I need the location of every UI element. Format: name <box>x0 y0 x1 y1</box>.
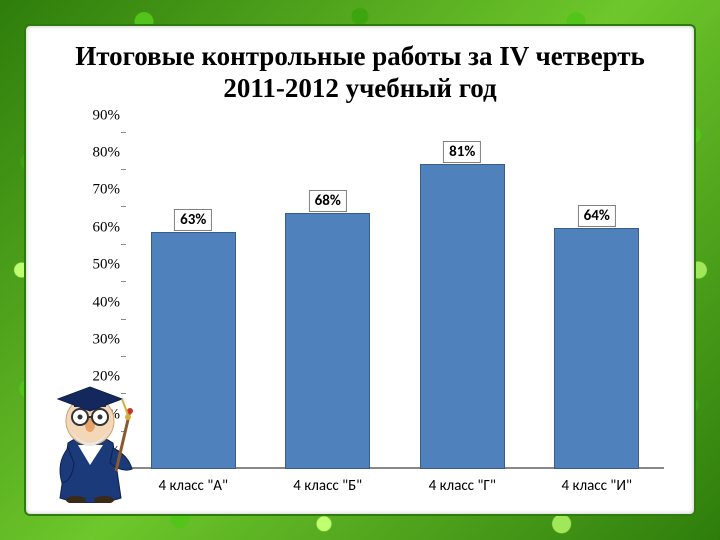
y-tick-mark <box>121 132 126 133</box>
y-tick-label: 20% <box>76 369 120 386</box>
category-label: 4 класс "И" <box>538 469 656 509</box>
category-labels: 4 класс "А" 4 класс "Б" 4 класс "Г" 4 класс… <box>126 469 664 509</box>
category-label: 4 класс "Б" <box>269 469 387 509</box>
y-tick-label: 60% <box>76 219 120 236</box>
y-tick-label: 30% <box>76 331 120 348</box>
bar: 63% <box>151 232 236 469</box>
y-tick-label: 80% <box>76 145 120 162</box>
y-tick-mark <box>121 431 126 432</box>
y-tick-mark <box>121 169 126 170</box>
bar-slot: 64% <box>538 114 656 469</box>
y-tick-mark <box>121 244 126 245</box>
y-tick-mark <box>121 206 126 207</box>
y-tick-mark <box>121 356 126 357</box>
bar-slot: 81% <box>403 114 521 469</box>
bar-value-label: 64% <box>578 205 616 227</box>
y-tick-label: 50% <box>76 257 120 274</box>
y-tick-label: 70% <box>76 182 120 199</box>
bar-slot: 68% <box>269 114 387 469</box>
bar: 68% <box>285 213 370 469</box>
bar-value-label: 68% <box>309 190 347 212</box>
y-tick-label: 90% <box>76 107 120 124</box>
category-label: 4 класс "А" <box>134 469 252 509</box>
content-panel: Итоговые контрольные работы за IV четвер… <box>24 24 696 516</box>
chart-title: Итоговые контрольные работы за IV четвер… <box>56 40 664 104</box>
y-tick-label: 10% <box>76 406 120 423</box>
y-tick-mark <box>121 319 126 320</box>
y-tick-mark <box>121 281 126 282</box>
bar-value-label: 63% <box>174 209 212 231</box>
plot-area: 63%68%81%64% 0%10%20%30%40%50%60%70%80%9… <box>126 114 664 469</box>
bars-container: 63% 68% 81% 64% <box>126 114 664 469</box>
y-tick-label: 0% <box>76 444 120 461</box>
y-tick-mark <box>121 393 126 394</box>
category-label: 4 класс "Г" <box>403 469 521 509</box>
bar-chart: 63%68%81%64% 0%10%20%30%40%50%60%70%80%9… <box>46 114 674 509</box>
y-tick-label: 40% <box>76 294 120 311</box>
bar: 64% <box>554 228 639 469</box>
bar-slot: 63% <box>134 114 252 469</box>
bar-value-label: 81% <box>443 141 481 163</box>
bar: 81% <box>420 164 505 469</box>
slide-border: Итоговые контрольные работы за IV четвер… <box>0 0 720 540</box>
